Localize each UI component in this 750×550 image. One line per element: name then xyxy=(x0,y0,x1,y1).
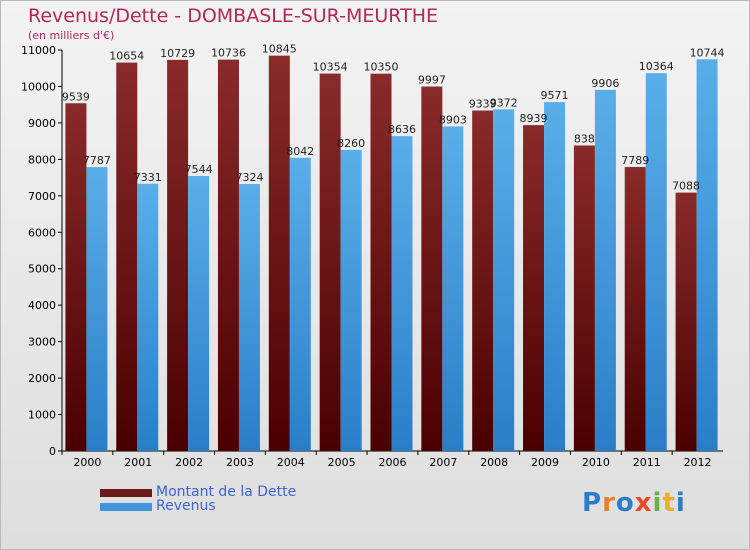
bar-revenue xyxy=(696,59,718,451)
logo-letter: t xyxy=(662,488,676,518)
data-label-debt: 9997 xyxy=(418,74,446,87)
y-tick-label: 5000 xyxy=(28,263,56,276)
x-tick-label: 2000 xyxy=(73,456,101,469)
bar-debt xyxy=(217,59,239,452)
x-tick-label: 2012 xyxy=(684,456,712,469)
data-label-debt: 838 xyxy=(574,132,595,145)
legend-swatch-debt xyxy=(100,489,152,497)
logo-letter: x xyxy=(634,488,653,518)
data-label-debt: 7789 xyxy=(621,154,649,167)
bar-debt xyxy=(421,86,443,452)
y-tick-label: 2000 xyxy=(28,372,56,385)
x-tick-label: 2006 xyxy=(379,456,407,469)
x-tick-label: 2005 xyxy=(328,456,356,469)
data-label-debt: 10350 xyxy=(364,61,399,74)
bar-revenue xyxy=(442,126,464,451)
bar-revenue xyxy=(86,167,108,451)
logo-letter: i xyxy=(652,488,663,518)
data-label-revenue: 8903 xyxy=(439,113,467,126)
data-label-revenue: 10364 xyxy=(639,60,674,73)
data-label-debt: 10729 xyxy=(160,47,195,60)
data-label-debt: 10845 xyxy=(262,43,297,56)
bar-revenue xyxy=(238,184,260,452)
proxiti-logo: Proxiti xyxy=(582,488,686,518)
x-tick-label: 2002 xyxy=(175,456,203,469)
data-label-revenue: 7324 xyxy=(235,171,263,184)
legend-label-revenue: Revenus xyxy=(156,498,216,514)
logo-letter: P xyxy=(582,488,603,518)
data-label-debt: 10654 xyxy=(109,50,144,63)
bar-debt xyxy=(370,73,392,451)
data-labels-group: 9539 10654 10729 10736 10845 10354 10350 9997 93… xyxy=(62,43,725,193)
chart-subtitle: (en milliers d'€) xyxy=(28,29,115,42)
data-label-revenue: 9906 xyxy=(591,77,619,90)
bar-revenue xyxy=(137,183,159,452)
y-tick-label: 7000 xyxy=(28,190,56,203)
data-label-revenue: 7787 xyxy=(83,154,111,167)
x-tick-label: 2004 xyxy=(277,456,305,469)
chart-title: Revenus/Dette - DOMBASLE-SUR-MEURTHE xyxy=(28,5,438,27)
logo-letter: r xyxy=(602,488,616,518)
bar-revenue xyxy=(188,175,210,451)
y-tick-label: 0 xyxy=(49,445,56,458)
x-tick-label: 2003 xyxy=(226,456,254,469)
bar-debt xyxy=(523,125,545,452)
x-tick-label: 2001 xyxy=(124,456,152,469)
data-label-revenue: 7331 xyxy=(134,171,162,184)
bar-revenue xyxy=(340,149,362,452)
y-tick-label: 9000 xyxy=(28,117,56,130)
y-tick-label: 4000 xyxy=(28,299,56,312)
bars-group xyxy=(65,55,718,452)
bar-revenue xyxy=(289,157,311,451)
data-label-revenue: 8636 xyxy=(388,123,416,136)
data-label-debt: 8939 xyxy=(520,112,548,125)
data-label-revenue: 8042 xyxy=(286,145,314,158)
bar-debt xyxy=(268,55,290,452)
data-label-revenue: 10744 xyxy=(690,46,725,59)
data-label-revenue: 8260 xyxy=(337,137,365,150)
y-tick-label: 11000 xyxy=(21,44,56,57)
data-label-debt: 9539 xyxy=(62,90,90,103)
data-label-debt: 9339 xyxy=(469,98,497,111)
x-tick-label: 2011 xyxy=(633,456,661,469)
bar-debt xyxy=(573,145,595,451)
bar-debt xyxy=(65,103,87,451)
y-tick-label: 10000 xyxy=(21,80,56,93)
x-tick-label: 2009 xyxy=(531,456,559,469)
legend-swatch-revenue xyxy=(100,503,152,511)
data-label-debt: 7088 xyxy=(672,180,700,193)
x-tick-label: 2008 xyxy=(480,456,508,469)
bar-revenue xyxy=(544,102,566,452)
bar-debt xyxy=(624,167,646,451)
bar-debt xyxy=(675,192,697,452)
bar-revenue xyxy=(391,136,413,452)
x-tick-label: 2010 xyxy=(582,456,610,469)
bar-debt xyxy=(167,59,189,451)
data-label-revenue: 9372 xyxy=(490,96,518,109)
bar-revenue xyxy=(645,73,667,451)
legend-label-debt: Montant de la Dette xyxy=(156,484,297,500)
bar-revenue xyxy=(493,109,515,452)
bar-debt xyxy=(472,110,494,452)
bar-debt xyxy=(319,73,341,452)
data-label-debt: 10354 xyxy=(313,61,348,74)
x-tick-label: 2007 xyxy=(429,456,457,469)
logo-letter: i xyxy=(675,488,686,518)
bar-debt xyxy=(116,62,138,451)
data-label-revenue: 7544 xyxy=(185,163,213,176)
data-label-debt: 10736 xyxy=(211,47,246,60)
y-tick-label: 3000 xyxy=(28,336,56,349)
data-label-revenue: 9571 xyxy=(541,89,569,102)
y-tick-label: 8000 xyxy=(28,153,56,166)
bar-revenue xyxy=(594,89,616,451)
axes-group: 0 1000 2000 3000 4000 5000 6000 7000 8000 9000 100… xyxy=(21,44,723,469)
y-tick-label: 6000 xyxy=(28,226,56,239)
logo-letter: o xyxy=(615,488,635,518)
y-tick-label: 1000 xyxy=(28,409,56,422)
